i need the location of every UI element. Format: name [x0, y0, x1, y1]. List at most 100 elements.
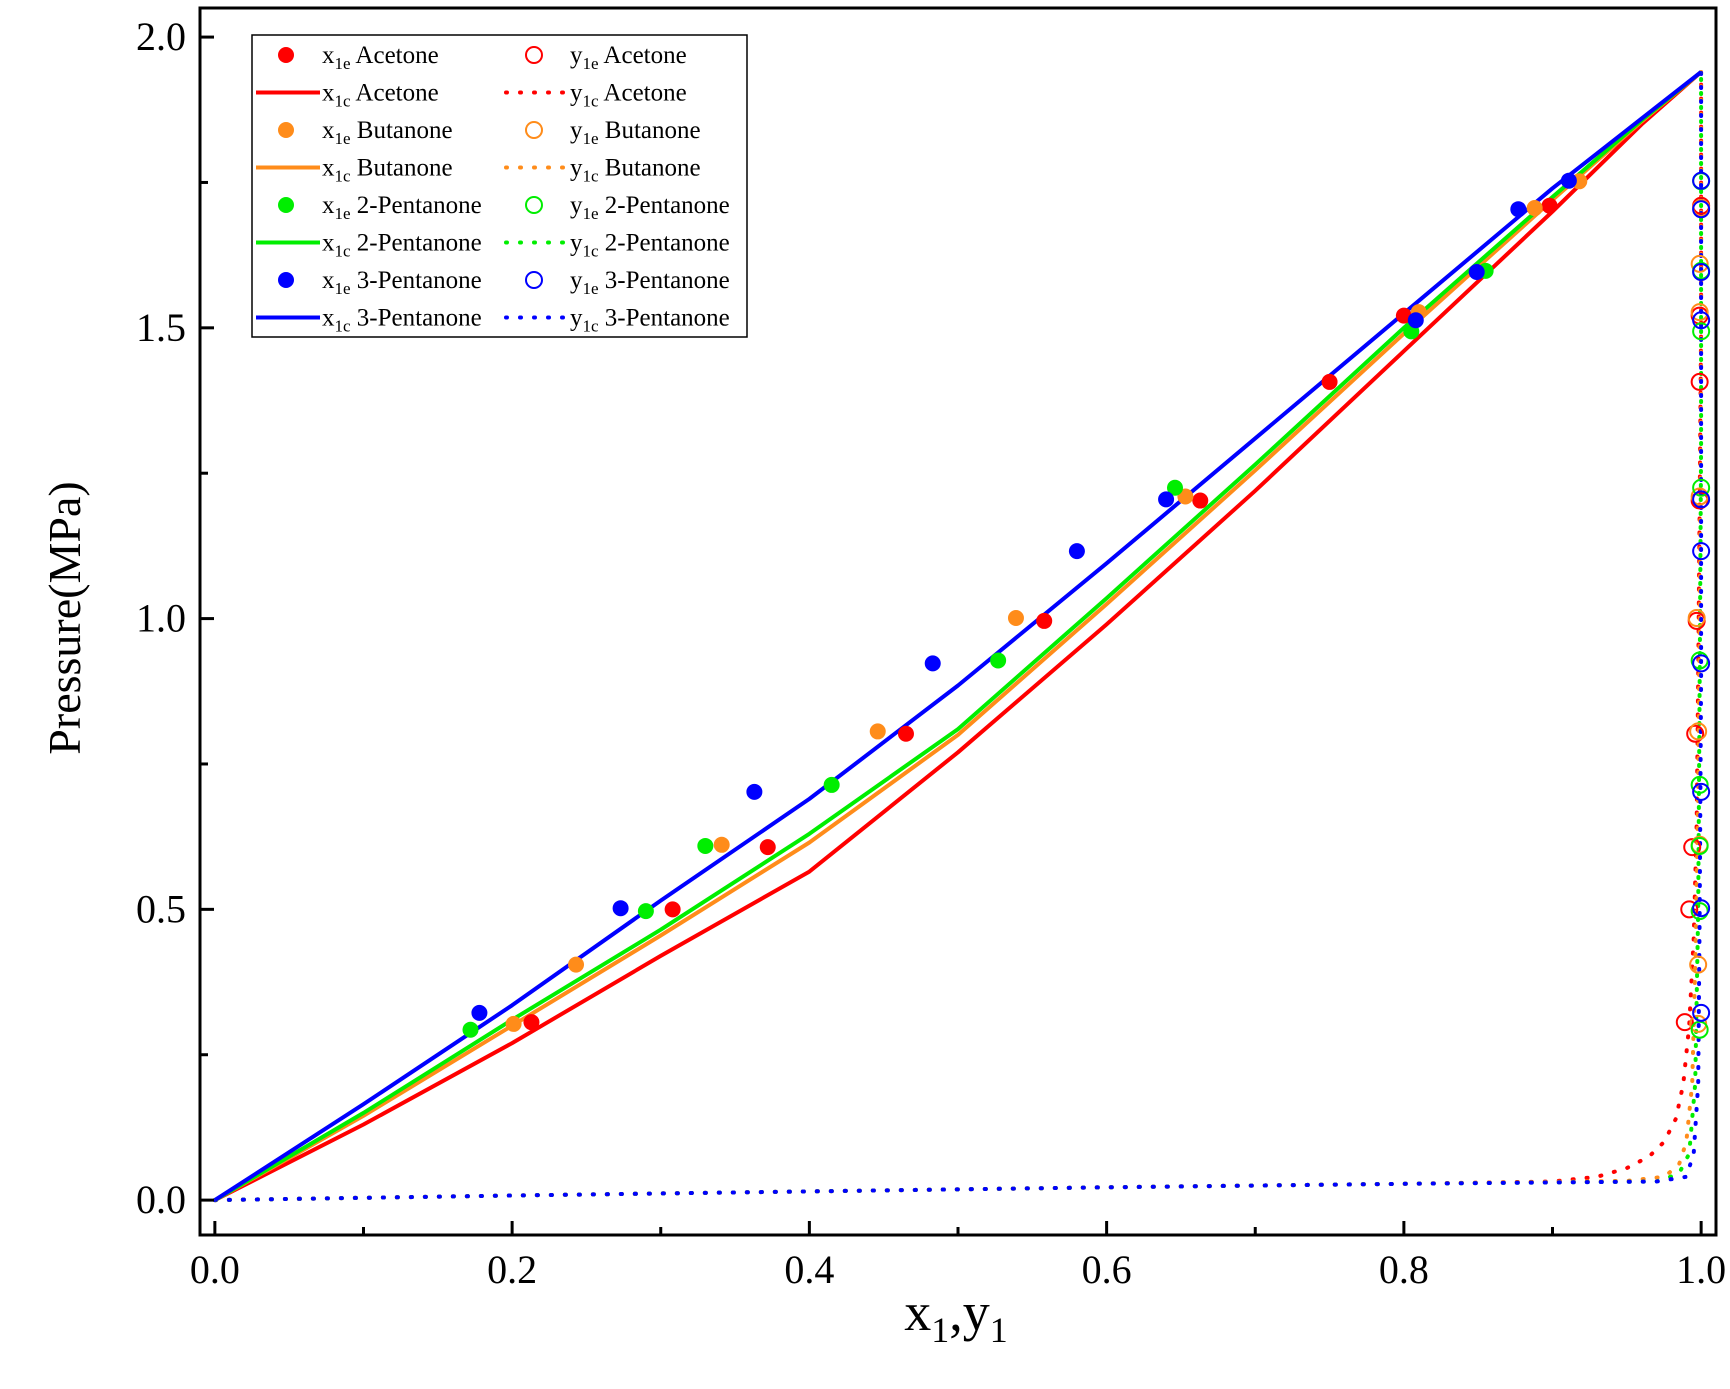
y-tick-label: 1.0 — [136, 596, 186, 641]
point-x1e-3-pentanone — [1468, 264, 1485, 281]
point-x1e-butanone — [713, 836, 730, 853]
point-x1e-3-pentanone — [612, 900, 629, 917]
point-y1e-butanone — [1687, 609, 1706, 628]
legend-marker-open — [525, 121, 543, 139]
y-axis-title: Pressure(MPa) — [39, 481, 90, 754]
point-y1e-acetone — [1686, 724, 1705, 743]
x-tick-label: 0.0 — [190, 1247, 240, 1292]
point-x1e-butanone — [505, 1015, 522, 1032]
point-y1e-butanone — [1689, 955, 1708, 974]
point-x1e-acetone — [897, 725, 914, 742]
point-x1e-acetone — [1541, 197, 1558, 214]
point-x1e-butanone — [568, 956, 585, 973]
point-x1e-acetone — [1036, 612, 1053, 629]
point-y1e-3-pentanone — [1692, 542, 1711, 561]
y-tick-label: 0.0 — [136, 1177, 186, 1222]
point-y1e-3-pentanone — [1692, 1003, 1711, 1022]
legend-marker-filled — [278, 272, 294, 288]
point-x1e-2-pentanone — [990, 652, 1007, 669]
x-tick-label: 1.0 — [1676, 1247, 1726, 1292]
x-axis-title-sep: ,y — [949, 1282, 990, 1342]
axes-layer: 0.0 0.2 0.4 0.6 0.8 1.0 0.0 0.5 1.0 1.5 2.0 — [136, 14, 1726, 1292]
point-x1e-3-pentanone — [1510, 201, 1527, 218]
legend-label: y1e 3-Pentanone — [570, 267, 730, 298]
legend-label: x1c 2-Pentanone — [322, 230, 482, 261]
point-y1e-2-pentanone — [1692, 322, 1711, 341]
point-x1e-3-pentanone — [1407, 312, 1424, 329]
legend-label: x1e 3-Pentanone — [322, 267, 482, 298]
point-y1e-butanone — [1689, 722, 1708, 741]
point-y1e-2-pentanone — [1690, 775, 1709, 794]
legend-label: y1e Acetone — [570, 42, 687, 73]
point-x1e-2-pentanone — [697, 837, 714, 854]
x-tick-label: 0.2 — [487, 1247, 537, 1292]
legend-marker-filled — [278, 47, 294, 63]
legend-marker-open — [525, 271, 543, 289]
legend-label: x1e 2-Pentanone — [322, 192, 482, 223]
series-line-x1c-acetone — [213, 70, 1703, 1202]
point-y1e-acetone — [1683, 838, 1702, 857]
point-y1e-butanone — [1690, 254, 1709, 273]
legend: x1e Acetone x1c Acetone x1e Butanone x1c Bu… — [251, 34, 748, 338]
point-y1e-acetone — [1675, 1013, 1694, 1032]
point-x1e-3-pentanone — [471, 1004, 488, 1021]
x-tick-label: 0.8 — [1379, 1247, 1429, 1292]
point-y1e-3-pentanone — [1692, 782, 1711, 801]
x-axis-title-main: x — [904, 1282, 931, 1342]
legend-label: y1c 3-Pentanone — [570, 305, 730, 336]
legend-label: x1c Acetone — [322, 80, 439, 111]
legend-label: y1c 2-Pentanone — [570, 230, 730, 261]
point-x1e-butanone — [869, 723, 886, 740]
x-tick-label: 0.4 — [784, 1247, 834, 1292]
legend-label: y1c Acetone — [570, 80, 687, 111]
point-y1e-3-pentanone — [1692, 311, 1711, 330]
point-y1e-3-pentanone — [1692, 200, 1711, 219]
point-x1e-acetone — [523, 1014, 540, 1031]
point-y1e-2-pentanone — [1690, 836, 1709, 855]
point-x1e-acetone — [759, 839, 776, 856]
point-y1e-3-pentanone — [1692, 171, 1711, 190]
legend-marker-open — [525, 196, 543, 214]
legend-marker-filled — [278, 197, 294, 213]
point-x1e-3-pentanone — [1068, 543, 1085, 560]
point-x1e-2-pentanone — [462, 1021, 479, 1038]
point-x1e-2-pentanone — [1166, 479, 1183, 496]
point-x1e-3-pentanone — [924, 655, 941, 672]
legend-label: y1c Butanone — [570, 155, 701, 186]
point-x1e-acetone — [664, 901, 681, 918]
x-tick-label: 0.6 — [1082, 1247, 1132, 1292]
point-y1e-3-pentanone — [1692, 490, 1711, 509]
y-tick-label: 1.5 — [136, 305, 186, 350]
x-axis-title-sub2: 1 — [990, 1310, 1008, 1350]
legend-label: x1e Acetone — [322, 42, 439, 73]
point-y1e-3-pentanone — [1692, 263, 1711, 282]
legend-label: x1c Butanone — [322, 155, 453, 186]
point-x1e-butanone — [1007, 610, 1024, 627]
point-y1e-butanone — [1690, 303, 1709, 322]
legend-marker-filled — [278, 122, 294, 138]
point-x1e-acetone — [1321, 373, 1338, 390]
point-y1e-3-pentanone — [1692, 899, 1711, 918]
point-x1e-butanone — [1526, 200, 1543, 217]
point-y1e-3-pentanone — [1692, 654, 1711, 673]
point-y1e-acetone — [1680, 900, 1699, 919]
point-x1e-acetone — [1192, 492, 1209, 509]
point-y1e-acetone — [1690, 372, 1709, 391]
legend-box — [251, 34, 748, 338]
point-y1e-2-pentanone — [1692, 478, 1711, 497]
legend-label: y1e 2-Pentanone — [570, 192, 730, 223]
x-axis-title-sub1: 1 — [931, 1310, 949, 1350]
point-x1e-2-pentanone — [823, 776, 840, 793]
plot-layer — [212, 70, 1711, 1203]
legend-marker-open — [525, 46, 543, 64]
x-axis-title: x1,y1 — [904, 1282, 1008, 1350]
point-x1e-2-pentanone — [637, 903, 654, 920]
y-tick-label: 2.0 — [136, 14, 186, 59]
legend-label: x1c 3-Pentanone — [322, 305, 482, 336]
y-tick-label: 0.5 — [136, 886, 186, 931]
legend-label: y1e Butanone — [570, 117, 701, 148]
series-line-y1c-butanone — [212, 70, 1704, 1203]
series-line-y1c-3-pentanone — [212, 70, 1704, 1203]
